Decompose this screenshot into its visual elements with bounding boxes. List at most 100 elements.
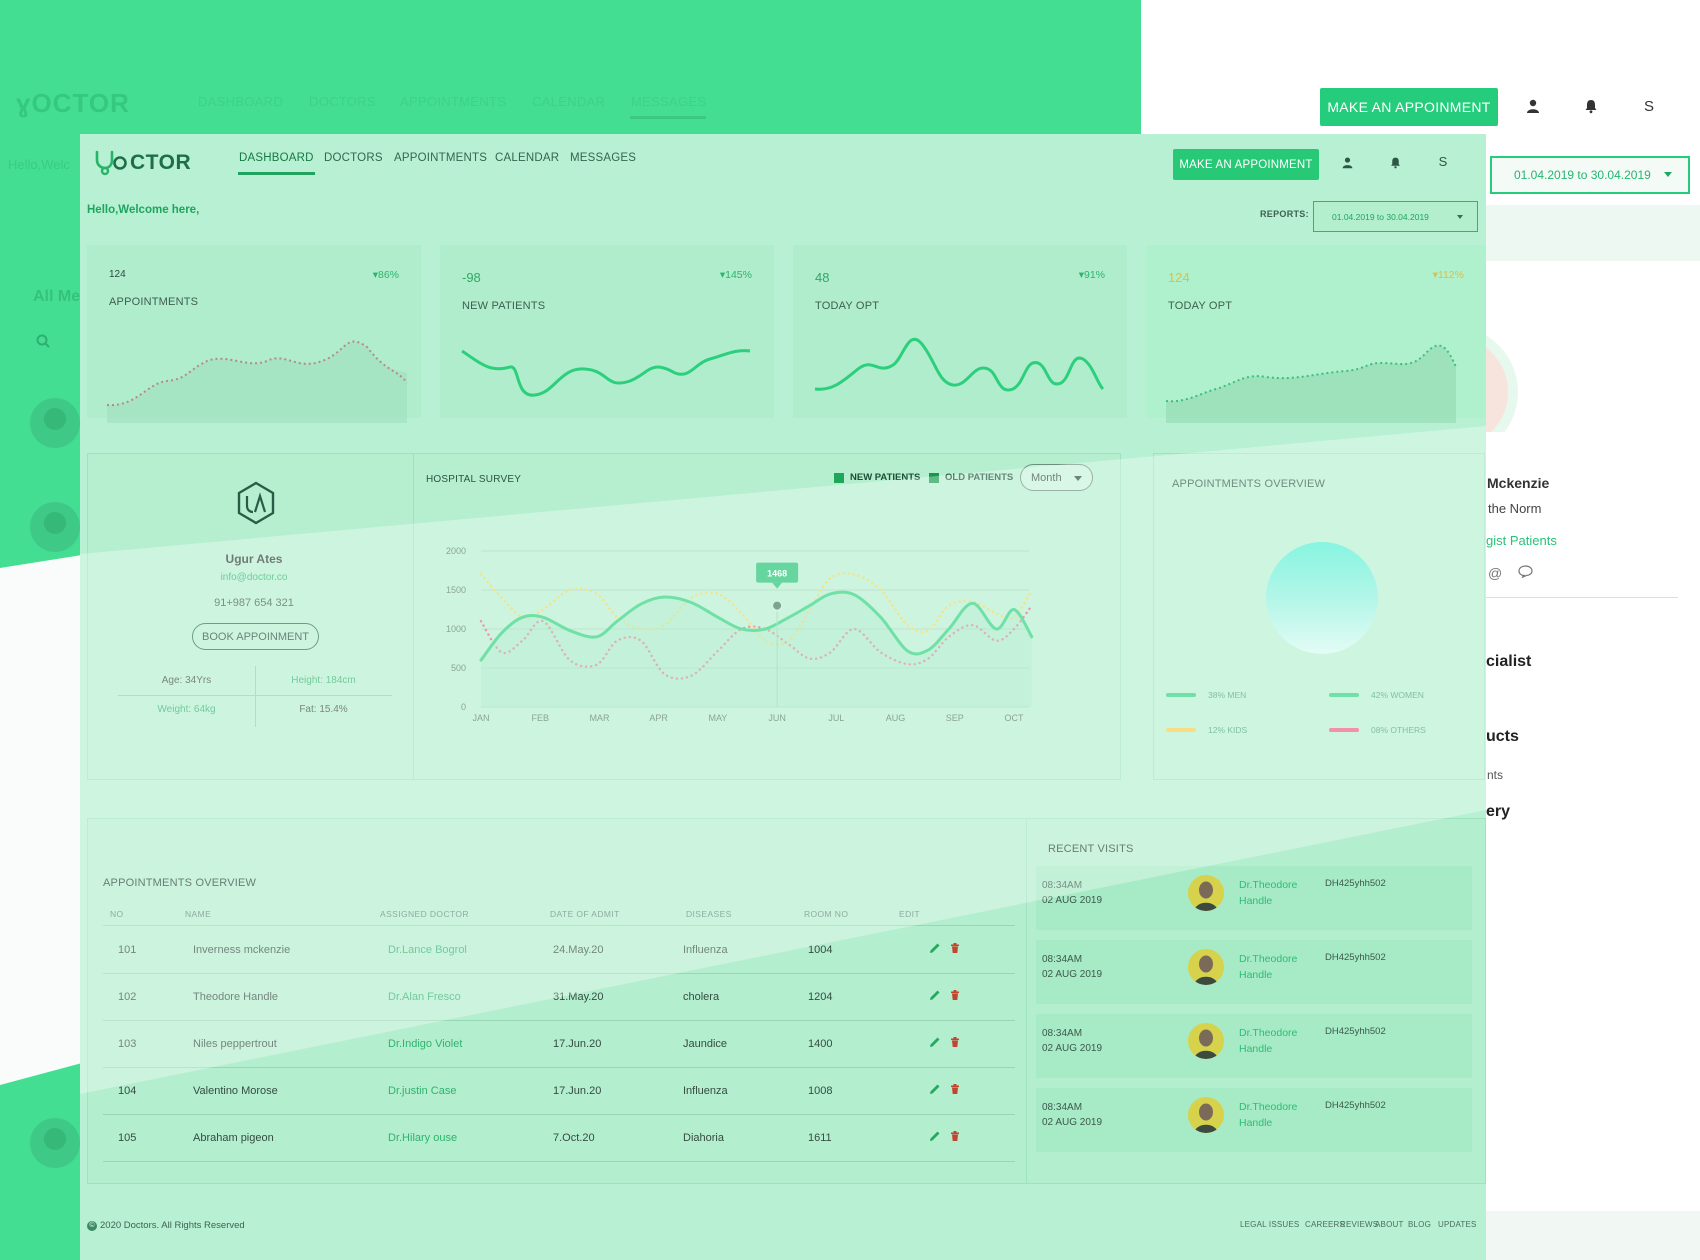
column-header-diseases[interactable]: DISEASES (686, 909, 732, 919)
back-user-icon[interactable] (1524, 98, 1542, 116)
delete-trash-icon[interactable] (949, 942, 961, 954)
visit-item[interactable]: 08:34AM 02 AUG 2019 Dr.Theodore Handle DH425… (1036, 1088, 1472, 1152)
visit-item[interactable]: 08:34AM 02 AUG 2019 Dr.Theodore Handle DH425… (1036, 940, 1472, 1004)
book-appointment-button[interactable]: BOOK APPOINMENT (192, 623, 319, 650)
delete-trash-icon[interactable] (949, 1036, 961, 1048)
appointments-overview-donut[interactable] (1266, 542, 1378, 654)
table-row[interactable]: 102 Theodore Handle Dr.Alan Fresco 31.May.2… (103, 973, 1015, 1021)
edit-pencil-icon[interactable] (929, 1083, 941, 1095)
delete-trash-icon[interactable] (949, 1083, 961, 1095)
period-select[interactable]: Month (1020, 464, 1093, 491)
cell-room: 1400 (808, 1038, 833, 1050)
tooltip-box (756, 562, 799, 583)
edit-pencil-icon[interactable] (929, 989, 941, 1001)
stat-card-today-opt-2[interactable]: 124 ▾112% TODAY OPT (1146, 245, 1486, 423)
legend-label: 38% MEN (1208, 690, 1247, 700)
stat-card-new-patients[interactable]: -98 ▾145% NEW PATIENTS (440, 245, 774, 418)
stat-label: TODAY OPT (815, 300, 880, 312)
visit-item[interactable]: 08:34AM 02 AUG 2019 Dr.Theodore Handle DH425… (1036, 1014, 1472, 1078)
column-header-no[interactable]: NO (110, 909, 124, 919)
cell-doctor[interactable]: Dr.Indigo Violet (388, 1038, 463, 1050)
ghost-nav-messages: MESSAGES (631, 94, 707, 109)
table-row[interactable]: 101 Inverness mckenzie Dr.Lance Bogrol 24.M… (103, 926, 1015, 974)
back-date-range-text: 01.04.2019 to 30.04.2019 (1514, 168, 1651, 182)
cell-doctor[interactable]: Dr.justin Case (388, 1085, 457, 1097)
visit-item[interactable]: 08:34AM 02 AUG 2019 Dr.Theodore Handle DH425… (1036, 866, 1472, 930)
visit-doctor-line1: Dr.Theodore (1239, 879, 1298, 891)
legend-new-patients[interactable]: NEW PATIENTS (834, 472, 920, 483)
visit-date: 02 AUG 2019 (1042, 1043, 1103, 1054)
delete-trash-icon[interactable] (949, 989, 961, 1001)
back-bell-icon[interactable] (1582, 98, 1600, 116)
make-appointment-button[interactable]: MAKE AN APPOINMENT (1173, 149, 1319, 180)
back-avatar-initial[interactable]: S (1643, 98, 1654, 115)
edit-pencil-icon[interactable] (929, 1130, 941, 1142)
cell-date: 17.Jun.20 (553, 1085, 602, 1097)
visit-doctor[interactable]: Dr.Theodore Handle (1239, 877, 1297, 909)
edit-pencil-icon[interactable] (929, 1036, 941, 1048)
footer-link-updates[interactable]: UPDATES (1438, 1220, 1477, 1229)
visit-doctor[interactable]: Dr.Theodore Handle (1239, 951, 1297, 983)
avatar (1188, 1097, 1224, 1133)
footer-link-careers[interactable]: CAREERS (1305, 1220, 1346, 1229)
ghost-logo: ɣOCTOR (16, 88, 130, 118)
cell-doctor[interactable]: Dr.Alan Fresco (388, 991, 461, 1003)
back-heading-gallery: ery (1486, 803, 1511, 820)
cell-no: 101 (118, 944, 137, 956)
back-profile-link[interactable]: gist Patients (1486, 533, 1557, 548)
at-icon[interactable]: @ (1488, 565, 1503, 581)
tooltip-arrow (772, 582, 783, 589)
nav-doctors[interactable]: DOCTORS (324, 152, 383, 164)
footer-link-legal[interactable]: LEGAL ISSUES (1240, 1220, 1300, 1229)
chat-icon[interactable] (1518, 565, 1533, 581)
back-heading-products: ucts (1486, 728, 1519, 745)
cell-room: 1004 (808, 944, 833, 956)
nav-messages[interactable]: MESSAGES (570, 152, 637, 164)
footer-link-blog[interactable]: BLOG (1408, 1220, 1432, 1229)
reports-date-range-select[interactable]: 01.04.2019 to 30.04.2019 (1313, 201, 1478, 232)
footer-link-reviews[interactable]: REVIEWS (1340, 1220, 1379, 1229)
table-row[interactable]: 105 Abraham pigeon Dr.Hilary ouse 7.Oct.20 D… (103, 1114, 1015, 1162)
sparkline-chart (107, 340, 408, 423)
table-row[interactable]: 103 Niles peppertrout Dr.Indigo Violet 17.J… (103, 1020, 1015, 1068)
bell-icon[interactable] (1387, 156, 1403, 172)
divider (118, 695, 392, 696)
visit-date: 02 AUG 2019 (1042, 895, 1103, 906)
visit-doctor[interactable]: Dr.Theodore Handle (1239, 1025, 1297, 1057)
stat-card-today-opt[interactable]: 48 ▾91% TODAY OPT (793, 245, 1127, 418)
visit-time: 08:34AM (1042, 1028, 1083, 1039)
cell-no: 102 (118, 991, 137, 1003)
footer-link-about[interactable]: ABOUT (1375, 1220, 1404, 1229)
back-make-appointment-button[interactable]: MAKE AN APPOINMENT (1320, 88, 1498, 126)
cell-doctor[interactable]: Dr.Hilary ouse (388, 1132, 458, 1144)
ghost-nav-appointments: APPOINTMENTS (400, 94, 507, 109)
visit-doctor[interactable]: Dr.Theodore Handle (1239, 1099, 1297, 1131)
visit-doctor-line2: Handle (1239, 1117, 1273, 1129)
table-row[interactable]: 104 Valentino Morose Dr.justin Case 17.Jun.… (103, 1067, 1015, 1115)
visit-doctor-line1: Dr.Theodore (1239, 1027, 1298, 1039)
y-tick-label: 2000 (446, 546, 466, 556)
legend-old-patients[interactable]: OLD PATIENTS (929, 472, 1013, 483)
column-header-edit: EDIT (899, 909, 920, 919)
tooltip-point (771, 599, 784, 612)
column-header-date[interactable]: DATE OF ADMIT (550, 909, 620, 919)
user-avatar-initial[interactable]: S (1438, 154, 1448, 169)
cell-doctor[interactable]: Dr.Lance Bogrol (388, 944, 467, 956)
patient-email[interactable]: info@doctor.co (220, 572, 288, 583)
y-tick-label: 500 (451, 663, 466, 673)
user-icon[interactable] (1339, 156, 1355, 172)
column-header-doctor[interactable]: ASSIGNED DOCTOR (380, 909, 469, 919)
stat-card-appointments[interactable]: 124 ▾86% APPOINTMENTS (87, 245, 421, 423)
nav-calendar[interactable]: CALENDAR (495, 152, 560, 164)
nav-appointments[interactable]: APPOINTMENTS (394, 152, 488, 164)
back-date-range-select[interactable]: 01.04.2019 to 30.04.2019 (1490, 156, 1690, 194)
column-header-name[interactable]: NAME (185, 909, 212, 919)
logo[interactable]: CTOR (94, 148, 191, 178)
edit-pencil-icon[interactable] (929, 942, 941, 954)
nav-dashboard[interactable]: DASHBOARD (239, 152, 314, 164)
delete-trash-icon[interactable] (949, 1130, 961, 1142)
cell-disease: Diahoria (683, 1132, 724, 1144)
avatar (1188, 949, 1224, 985)
tooltip-value: 1468 (767, 569, 787, 579)
column-header-room[interactable]: ROOM NO (804, 909, 849, 919)
